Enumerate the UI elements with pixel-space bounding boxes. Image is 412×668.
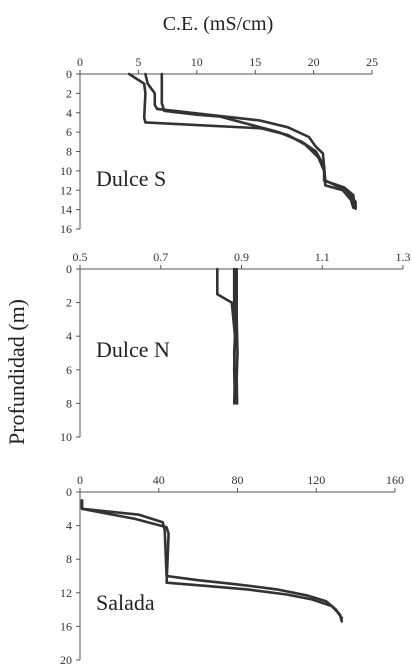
x-tick-label: 15 [249, 55, 261, 69]
x-tick-label: 1.3 [396, 250, 411, 264]
y-tick-label: 14 [60, 203, 72, 217]
y-tick-label: 20 [60, 653, 72, 667]
y-tick-label: 8 [66, 552, 72, 566]
top-axis-label: C.E. (mS/cm) [163, 13, 274, 35]
series-line-0 [216, 267, 237, 405]
x-tick-label: 0 [77, 55, 83, 69]
y-tick-label: 2 [66, 86, 72, 100]
y-tick-label: 4 [66, 329, 72, 343]
series-line-1 [144, 72, 356, 208]
panel-title: Dulce N [96, 337, 170, 362]
panel-title: Salada [96, 590, 155, 615]
x-tick-label: 0.7 [153, 250, 168, 264]
y-tick-label: 0 [66, 485, 72, 499]
x-tick-label: 0.5 [73, 250, 88, 264]
y-tick-label: 6 [66, 363, 72, 377]
x-tick-label: 10 [191, 55, 203, 69]
y-tick-label: 0 [66, 262, 72, 276]
y-tick-label: 8 [66, 396, 72, 410]
series-line-1 [232, 267, 237, 405]
y-tick-label: 6 [66, 125, 72, 139]
series-line-2 [160, 72, 357, 210]
y-axis-label: Profundidad (m) [4, 299, 29, 445]
panel-title: Dulce S [96, 166, 166, 191]
series-line-0 [80, 499, 344, 620]
y-tick-label: 10 [60, 430, 72, 444]
series-line-1 [80, 499, 344, 623]
x-tick-label: 1.1 [315, 250, 330, 264]
panel-1: 0.5 0.7 0.9 1.1 1.3 0 2 4 6 8 10 Dulce N [60, 250, 411, 444]
y-tick-label: 4 [66, 106, 72, 120]
x-tick-label: 5 [135, 55, 141, 69]
y-tick-label: 16 [60, 619, 72, 633]
x-tick-label: 0.9 [234, 250, 249, 264]
x-tick-label: 25 [366, 55, 378, 69]
y-tick-label: 4 [66, 519, 72, 533]
series-line-2 [235, 267, 239, 405]
panel-0: 0 5 10 15 20 25 0 2 4 6 8 10 12 14 16 Dulce S [60, 55, 378, 236]
y-tick-label: 10 [60, 164, 72, 178]
y-tick-label: 12 [60, 183, 72, 197]
x-tick-label: 40 [153, 473, 165, 487]
y-tick-label: 2 [66, 296, 72, 310]
x-tick-label: 0 [77, 473, 83, 487]
y-tick-label: 8 [66, 145, 72, 159]
x-tick-label: 160 [386, 473, 404, 487]
y-tick-label: 0 [66, 67, 72, 81]
x-tick-label: 80 [232, 473, 244, 487]
y-tick-label: 16 [60, 222, 72, 236]
x-tick-label: 20 [308, 55, 320, 69]
y-tick-label: 12 [60, 586, 72, 600]
x-tick-label: 120 [307, 473, 325, 487]
panel-2: 0 40 80 120 160 0 4 8 12 16 20 Salada [60, 473, 404, 667]
